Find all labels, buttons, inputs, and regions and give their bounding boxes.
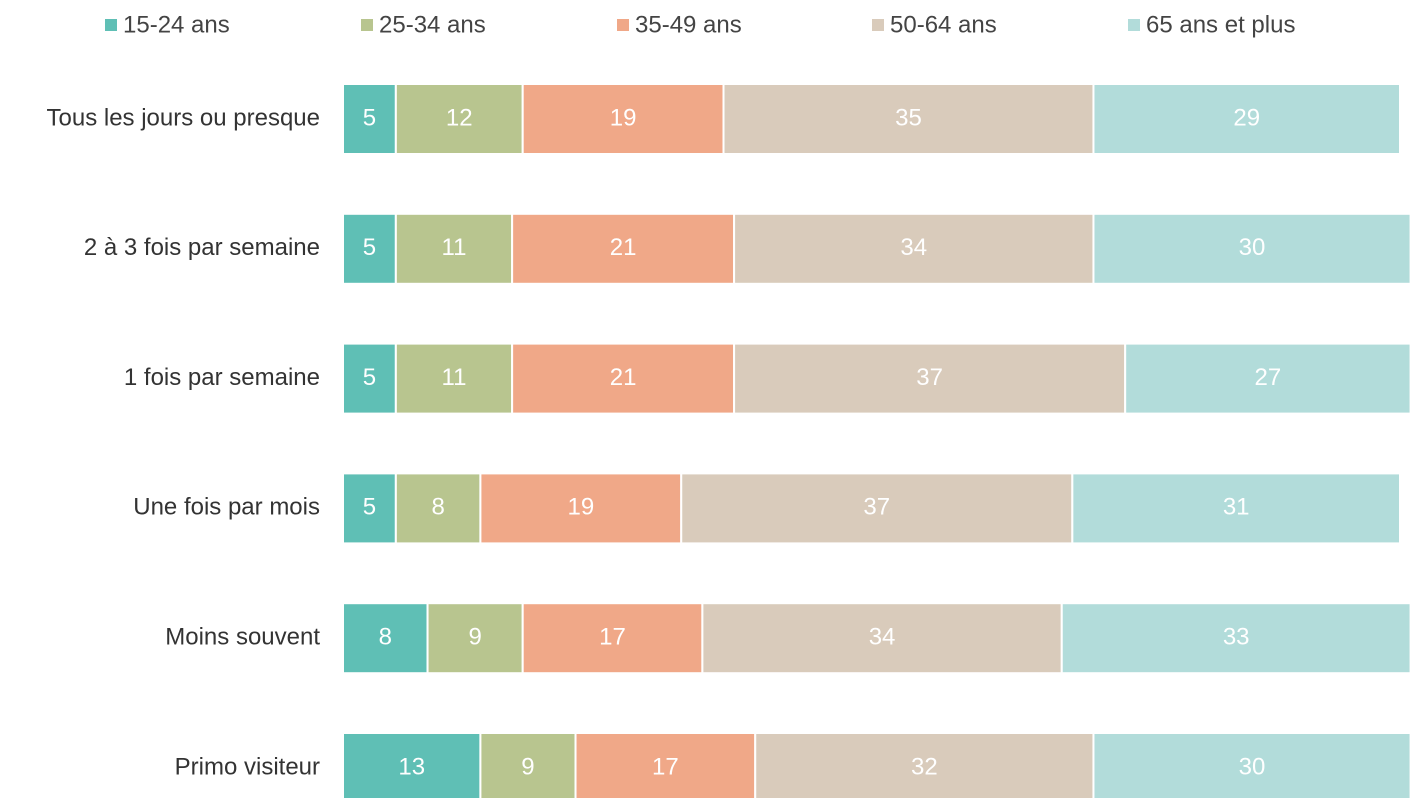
bar-segment — [1071, 472, 1401, 545]
data-label: 32 — [911, 753, 938, 780]
legend-swatch — [1128, 19, 1140, 31]
bar-segment — [574, 732, 757, 798]
data-label: 5 — [363, 494, 376, 521]
data-label: 34 — [900, 234, 927, 261]
data-label: 11 — [442, 234, 467, 261]
data-label: 31 — [1223, 494, 1250, 521]
data-label: 21 — [610, 364, 637, 391]
bar-segment — [733, 212, 1095, 285]
bar-segment — [1092, 83, 1401, 155]
data-label: 8 — [431, 494, 444, 521]
y-tick-label: Tous les jours ou presque — [47, 104, 321, 131]
bar-segment — [342, 83, 397, 155]
data-label: 34 — [869, 624, 896, 651]
bar-segment — [521, 602, 704, 675]
bar-segment — [754, 732, 1095, 798]
bar-segment — [1060, 602, 1412, 675]
bar-segment — [394, 472, 482, 545]
bar-segment — [394, 342, 514, 415]
data-label: 37 — [863, 494, 890, 521]
bar-segment — [1124, 342, 1412, 415]
legend-label: 50-64 ans — [890, 11, 997, 38]
data-label: 8 — [379, 624, 392, 651]
bar-segment — [1092, 732, 1412, 798]
bar-segment — [426, 602, 524, 675]
y-tick-label: 1 fois par semaine — [124, 364, 320, 391]
data-label: 21 — [610, 234, 637, 261]
bar-segment — [733, 342, 1127, 415]
bar-segment — [342, 212, 397, 285]
bar-segment — [342, 472, 397, 545]
data-label: 5 — [363, 104, 376, 131]
bar-segment — [511, 212, 736, 285]
data-label: 30 — [1239, 234, 1266, 261]
data-label: 27 — [1255, 364, 1282, 391]
bar-segment — [394, 212, 514, 285]
data-label: 9 — [468, 624, 481, 651]
bar-segment — [394, 83, 524, 155]
legend-swatch — [872, 19, 884, 31]
data-label: 17 — [652, 753, 679, 780]
data-label: 13 — [398, 753, 425, 780]
data-label: 35 — [895, 104, 922, 131]
legend-swatch — [617, 19, 629, 31]
data-label: 17 — [599, 624, 626, 651]
data-label: 5 — [363, 364, 376, 391]
legend-label: 65 ans et plus — [1146, 11, 1295, 38]
bar-segment — [511, 342, 736, 415]
data-label: 37 — [916, 364, 943, 391]
bar-segment — [521, 83, 725, 155]
bar-segment — [1092, 212, 1412, 285]
data-label: 19 — [610, 104, 637, 131]
bar-segment — [680, 472, 1074, 545]
y-tick-label: Une fois par mois — [133, 494, 320, 521]
data-label: 30 — [1239, 753, 1266, 780]
data-label: 33 — [1223, 624, 1250, 651]
legend-swatch — [361, 19, 373, 31]
data-label: 5 — [363, 234, 376, 261]
y-tick-label: Moins souvent — [165, 624, 320, 651]
data-label: 12 — [446, 104, 473, 131]
data-label: 29 — [1233, 104, 1260, 131]
data-label: 11 — [442, 364, 467, 391]
legend-label: 35-49 ans — [635, 11, 742, 38]
data-label: 9 — [521, 753, 534, 780]
legend-label: 25-34 ans — [379, 11, 486, 38]
bar-segment — [479, 472, 683, 545]
y-tick-label: 2 à 3 fois par semaine — [84, 234, 320, 261]
y-tick-label: Primo visiteur — [175, 753, 320, 780]
legend-label: 15-24 ans — [123, 11, 230, 38]
bar-segment — [342, 602, 429, 675]
legend-swatch — [105, 19, 117, 31]
data-label: 19 — [567, 494, 594, 521]
